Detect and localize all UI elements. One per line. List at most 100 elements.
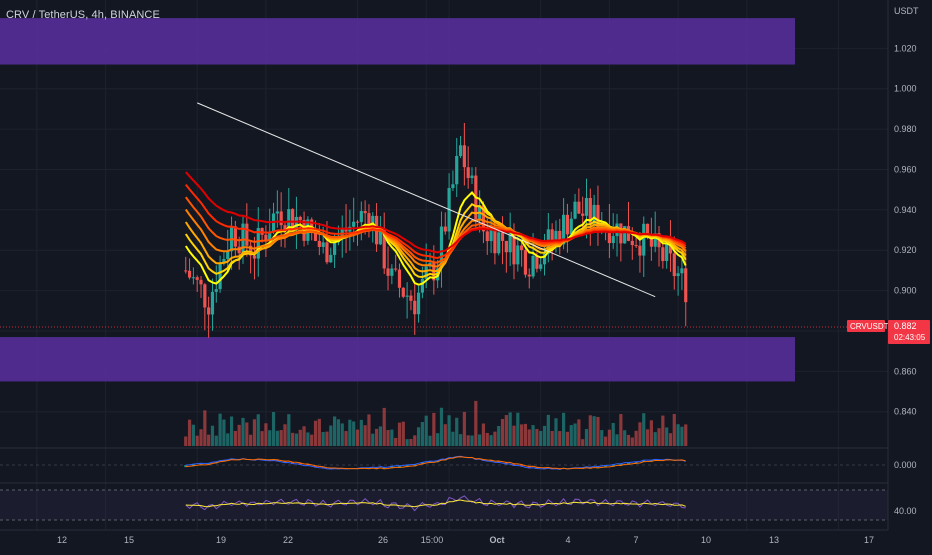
candle-body — [485, 231, 489, 242]
candle-body — [565, 214, 570, 235]
volume-bar — [611, 423, 615, 446]
time-tick-label: 19 — [216, 535, 226, 545]
candle-body — [226, 251, 230, 259]
candle-body — [394, 268, 398, 270]
symbol-badge — [847, 319, 885, 332]
volume-bar — [283, 424, 287, 446]
candle-body — [256, 228, 260, 259]
candle-body — [466, 167, 470, 179]
candle-body — [416, 292, 421, 315]
macd-line — [185, 455, 686, 470]
candle-body — [581, 213, 585, 216]
candle-body — [558, 230, 562, 245]
volume-bar — [684, 424, 688, 446]
time-tick-label: 7 — [633, 535, 638, 545]
candle-body — [371, 215, 375, 227]
volume-bar — [355, 429, 360, 446]
volume-bar — [409, 438, 413, 446]
candle-body — [504, 240, 508, 253]
candle-body — [268, 231, 272, 241]
candle-body — [443, 226, 447, 232]
price-badge — [888, 319, 930, 344]
candle-body — [607, 227, 611, 244]
volume-bar — [245, 422, 249, 446]
volume-bar — [516, 412, 520, 446]
candle-body — [210, 291, 215, 315]
volume-bar — [428, 435, 432, 446]
macd-histogram-bar — [397, 465, 401, 468]
time-tick-label: 22 — [283, 535, 293, 545]
volume-bar — [352, 421, 356, 446]
volume-bar — [439, 407, 444, 446]
volume-bar — [489, 435, 493, 446]
macd-tick-label: 0.000 — [894, 460, 917, 470]
candle-body — [317, 240, 321, 247]
ema-ribbon-line — [185, 171, 687, 254]
volume-bar — [249, 434, 253, 446]
volume-bar — [558, 431, 562, 446]
volume-bar — [672, 413, 676, 446]
candle-body — [577, 201, 581, 214]
volume-bar — [229, 416, 234, 446]
price-tick-label: 0.840 — [894, 407, 917, 417]
candle-body — [355, 221, 360, 223]
volume-bar — [531, 425, 535, 446]
candle-body — [313, 230, 318, 241]
candle-body — [207, 307, 211, 315]
candle-body — [359, 211, 363, 223]
volume-bar — [443, 424, 447, 446]
candle-body — [569, 218, 573, 235]
candle-body — [203, 284, 207, 308]
volume-bar — [432, 412, 436, 446]
candle-body — [283, 225, 287, 231]
volume-bar — [271, 412, 276, 446]
volume-bar — [527, 429, 531, 446]
volume-bar — [184, 436, 188, 446]
volume-bar — [325, 431, 329, 446]
volume-bar — [367, 414, 371, 446]
macd-histogram-bar — [184, 465, 188, 468]
candle-body — [195, 277, 199, 280]
macd-histogram-bar — [520, 464, 524, 467]
candle-body — [222, 258, 226, 264]
volume-bar — [416, 427, 421, 446]
candle-body — [462, 145, 466, 168]
candle-body — [676, 273, 680, 277]
candle-body — [493, 230, 497, 254]
volume-bar — [260, 431, 264, 446]
volume-bar — [401, 421, 405, 446]
price-tick-label: 1.020 — [894, 43, 917, 53]
price-tick-label: 0.940 — [894, 205, 917, 215]
volume-bar — [546, 414, 550, 446]
volume-bar — [661, 415, 665, 446]
volume-bar — [626, 434, 631, 446]
rsi-ma-line — [185, 499, 686, 508]
volume-bar — [195, 435, 199, 446]
candle-body — [619, 223, 623, 244]
volume-bar — [397, 422, 402, 446]
volume-bar — [493, 431, 497, 446]
candle-body — [413, 300, 417, 315]
volume-bar — [577, 419, 581, 446]
volume-bar — [634, 430, 638, 446]
volume-bar — [642, 413, 646, 446]
candle-body — [458, 145, 463, 156]
supply-zone — [0, 18, 795, 65]
volume-bar — [680, 426, 684, 446]
volume-bar — [508, 412, 512, 446]
volume-bar — [187, 419, 192, 446]
volume-bar — [596, 416, 600, 446]
volume-bar — [268, 430, 272, 446]
candle-body — [451, 184, 455, 189]
macd-histogram-bar — [604, 465, 608, 468]
symbol-title: CRV / TetherUS, 4h, BINANCE — [6, 9, 160, 21]
volume-bar — [321, 432, 325, 446]
candle-body — [187, 270, 192, 278]
volume-bar — [275, 430, 279, 446]
candle-body — [245, 223, 249, 246]
volume-bar — [470, 435, 474, 446]
candle-body — [264, 234, 268, 241]
candle-body — [287, 209, 291, 231]
